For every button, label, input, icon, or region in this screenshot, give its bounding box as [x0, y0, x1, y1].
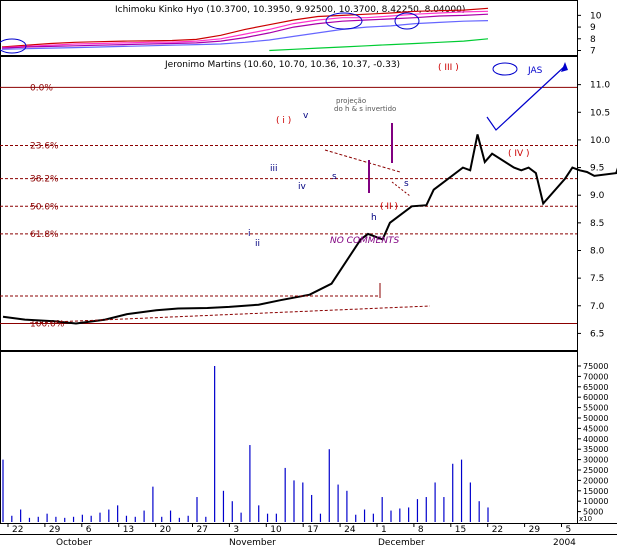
sub-wave-iii: iii [270, 164, 278, 174]
price-y-axis: 11.0 10.5 10.0 9.5 9.0 8.5 8.0 7.5 7.0 6.5 [577, 81, 610, 339]
volume-tick-label: 20000 [583, 476, 608, 485]
fib-label: 23.6% [30, 141, 59, 151]
sub-wave-iv: iv [298, 182, 307, 192]
sub-wave-ii: ii [255, 239, 260, 249]
fib-label: 61.8% [30, 230, 59, 240]
sub-wave-v: v [303, 111, 309, 121]
month-december: December [378, 538, 425, 547]
volume-tick-label: 55000 [583, 404, 608, 413]
date-tick-label: 20 [160, 525, 172, 535]
volume-tick-label: 5000 [583, 508, 603, 517]
volume-tick-label: 40000 [583, 435, 608, 444]
price-title: Jeronimo Martins (10.60, 10.70, 10.36, 1… [164, 60, 400, 70]
date-tick-label: 22 [492, 525, 503, 535]
hs-left-shoulder: s [332, 172, 337, 182]
no-comments-label: NO COMMENTS [330, 236, 399, 246]
volume-multiplier: x10 [579, 515, 592, 523]
price-tick-label: 10.5 [590, 108, 610, 118]
projection-arrowhead [561, 62, 568, 72]
ichimoku-line-4 [1, 20, 489, 50]
projection-note-line2: do h & s invertido [334, 105, 396, 113]
fib-label: 50.0% [30, 202, 59, 212]
date-tick-label: 27 [197, 525, 208, 535]
wave-i-label: ( i ) [276, 116, 291, 126]
projection-note-line1: projeção [336, 97, 366, 105]
volume-tick-label: 15000 [583, 487, 608, 496]
price-line [2, 134, 617, 325]
price-tick-label: 7.0 [590, 302, 605, 312]
price-tick-label: 6.5 [590, 329, 604, 339]
month-2004: 2004 [553, 538, 576, 547]
volume-tick-label: 25000 [583, 466, 608, 475]
date-tick-label: 13 [123, 525, 134, 535]
fib-label: 100.0% [30, 319, 65, 329]
wave-II-label: ( II ) [380, 202, 398, 212]
trend-guide-line [29, 305, 431, 324]
ichimoku-line-3 [1, 13, 489, 49]
wave-III-label: ( III ) [438, 63, 459, 73]
ichimoku-ellipse-3 [394, 12, 420, 30]
volume-tick-label: 70000 [583, 372, 608, 381]
date-tick-label: 22 [12, 525, 23, 535]
ichimoku-line-2 [1, 10, 489, 49]
price-tick-label: 9.0 [590, 191, 605, 201]
volume-series [2, 366, 489, 522]
ichimoku-series [1, 7, 489, 52]
ichimoku-ellipse-1 [0, 38, 27, 54]
fib-label: 0.0% [30, 83, 53, 93]
neckline-guide [324, 149, 401, 173]
ichimoku-tick-label: 9 [590, 23, 596, 33]
hs-right-shoulder: s [404, 179, 409, 189]
price-tick-label: 9.5 [590, 164, 604, 174]
hs-head: h [371, 213, 377, 223]
month-november: November [229, 538, 276, 547]
date-axis: 22 29 6 13 20 27 3 10 17 24 1 8 15 22 29 5 [7, 523, 572, 535]
ichimoku-line-1 [1, 7, 489, 48]
ichimoku-tick-label: 10 [590, 11, 602, 21]
date-tick-label: 3 [233, 525, 239, 535]
date-tick-label: 17 [307, 525, 318, 535]
volume-tick-label: 35000 [583, 445, 608, 454]
volume-tick-label: 65000 [583, 383, 608, 392]
volume-tick-label: 75000 [583, 362, 608, 371]
date-tick-label: 24 [344, 525, 356, 535]
ichimoku-y-axis: 10 9 87 [577, 11, 602, 56]
date-tick-label: 5 [566, 525, 572, 535]
date-tick-label: 29 [529, 525, 541, 535]
date-tick-label: 10 [270, 525, 282, 535]
price-tick-label: 11.0 [590, 81, 610, 91]
author-label: JAS [527, 66, 543, 76]
price-tick-label: 8.5 [590, 219, 604, 229]
volume-tick-label: 30000 [583, 456, 608, 465]
price-tick-label: 7.5 [590, 274, 604, 284]
ichimoku-ellipse-2 [325, 12, 363, 30]
date-tick-label: 15 [455, 525, 466, 535]
price-tick-label: 10.0 [590, 136, 610, 146]
ichimoku-tick-label: 7 [590, 46, 596, 56]
volume-tick-label: 50000 [583, 414, 608, 423]
price-series [2, 134, 617, 325]
month-october: October [56, 538, 92, 547]
date-tick-label: 1 [381, 525, 387, 535]
volume-panel [0, 351, 578, 524]
date-tick-label: 6 [86, 525, 92, 535]
date-tick-label: 8 [418, 525, 424, 535]
ichimoku-title: Ichimoku Kinko Hyo (10.3700, 10.3950, 9.… [115, 5, 465, 15]
sub-wave-i: i [248, 229, 251, 239]
volume-tick-label: 45000 [583, 424, 608, 433]
author-ellipse [492, 62, 518, 76]
projection-arrow [486, 65, 566, 131]
date-tick-label: 29 [49, 525, 61, 535]
wave-IV-label: ( IV ) [508, 149, 530, 159]
ichimoku-tick-label: 8 [590, 35, 596, 45]
ichimoku-line-5 [269, 38, 489, 52]
volume-tick-label: 60000 [583, 393, 608, 402]
price-panel [0, 56, 578, 351]
price-tick-label: 8.0 [590, 246, 605, 256]
fib-label: 38.2% [30, 175, 59, 185]
volume-tick-label: 10000 [583, 497, 608, 506]
